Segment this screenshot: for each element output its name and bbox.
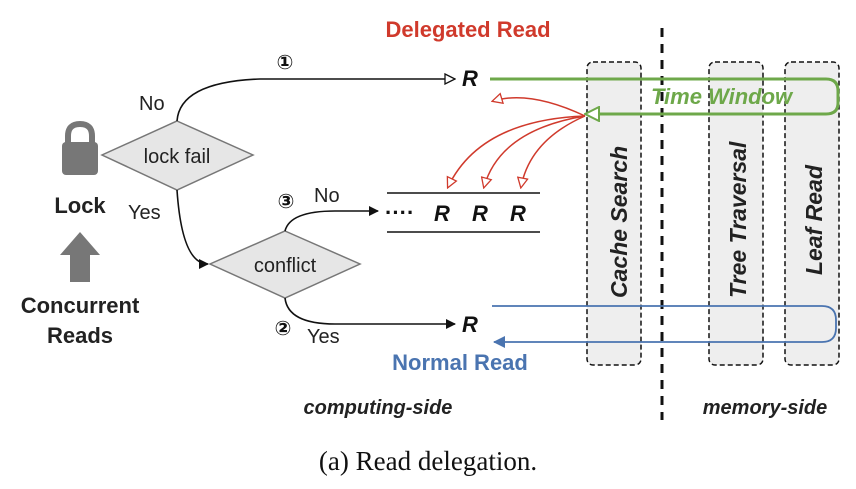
queue-r-2: R bbox=[472, 201, 488, 226]
memory-side-label: memory-side bbox=[703, 397, 828, 419]
no-label-mid: No bbox=[314, 185, 340, 207]
delegation-arrow-3 bbox=[521, 115, 586, 187]
cache-search-column bbox=[586, 61, 642, 366]
lock-fail-label: lock fail bbox=[144, 146, 211, 168]
figure-caption: (a) Read delegation. bbox=[319, 446, 537, 476]
delegation-arrow-top bbox=[493, 98, 586, 117]
time-window-label: Time Window bbox=[651, 84, 794, 109]
step-3-marker: ③ bbox=[278, 191, 295, 213]
queue-r-1: R bbox=[434, 201, 450, 226]
queue-dots: ···· bbox=[385, 200, 414, 225]
reads-label: Reads bbox=[47, 323, 113, 348]
yes-path-to-normal bbox=[284, 297, 456, 329]
normal-read-arrow bbox=[492, 305, 837, 348]
yes-label-bottom: Yes bbox=[307, 326, 340, 348]
no-path-to-queue bbox=[284, 206, 379, 232]
tree-traversal-column bbox=[708, 61, 764, 366]
delegated-read-title: Delegated Read bbox=[385, 17, 550, 42]
no-path-to-delegated bbox=[176, 79, 455, 122]
no-label-top: No bbox=[139, 93, 165, 115]
delegation-arrow-2 bbox=[484, 115, 586, 187]
up-arrow-icon bbox=[60, 232, 100, 282]
delegation-arrows bbox=[448, 98, 586, 187]
normal-read-title: Normal Read bbox=[392, 350, 528, 375]
cache-search-label: Cache Search bbox=[606, 146, 632, 298]
queue-r-3: R bbox=[510, 201, 526, 226]
leaf-read-label: Leaf Read bbox=[801, 164, 827, 275]
yes-label-left: Yes bbox=[128, 202, 161, 224]
yes-path-to-conflict bbox=[176, 189, 209, 269]
computing-side-label: computing-side bbox=[304, 397, 453, 419]
step-2-marker: ② bbox=[275, 318, 292, 340]
leaf-read-column bbox=[784, 61, 840, 366]
concurrent-label: Concurrent bbox=[21, 293, 140, 318]
delegation-arrow-1 bbox=[448, 115, 586, 187]
step-1-marker: ① bbox=[277, 52, 294, 74]
lock-icon bbox=[62, 120, 98, 175]
conflict-label: conflict bbox=[254, 255, 317, 277]
lock-label: Lock bbox=[54, 193, 106, 218]
time-window-arrow bbox=[490, 77, 840, 114]
tree-traversal-label: Tree Traversal bbox=[725, 141, 751, 298]
normal-r: R bbox=[462, 312, 478, 337]
delegated-r: R bbox=[462, 66, 478, 91]
